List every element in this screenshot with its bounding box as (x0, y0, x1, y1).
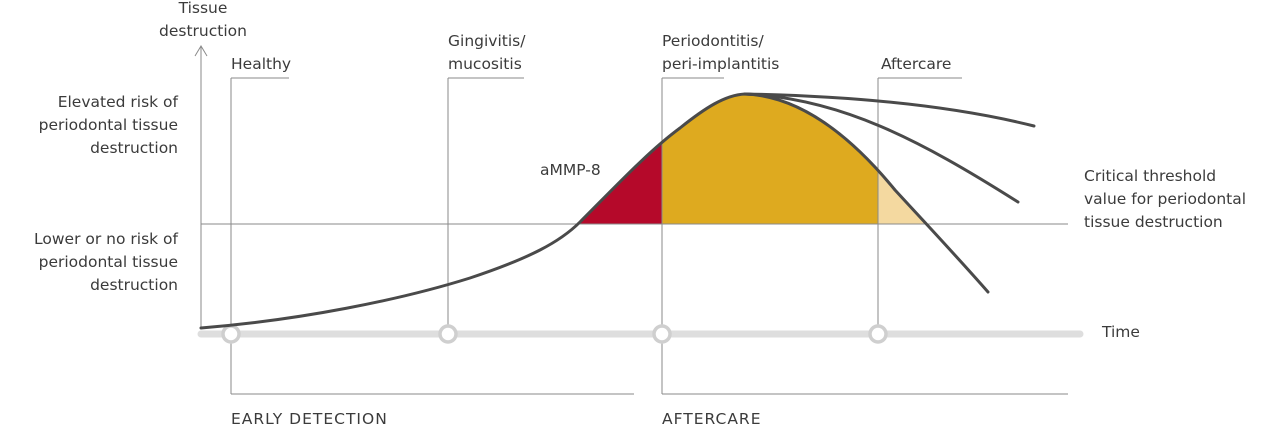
timeline-node (868, 324, 888, 344)
periodontitis-region (662, 94, 878, 224)
elevated-risk-label: periodontal tissue (39, 116, 178, 134)
ammp8-label: aMMP-8 (540, 161, 601, 179)
y-axis-label: destruction (159, 22, 247, 40)
timeline-node (652, 324, 672, 344)
stage-label-gingivitis: mucositis (448, 55, 522, 73)
phase-label-early-detection: EARLY DETECTION (231, 410, 388, 426)
threshold-label: tissue destruction (1084, 213, 1223, 231)
aftercare-curve-moderate (743, 92, 1020, 204)
aftercare-region (878, 170, 958, 224)
stage-label-aftercare: Aftercare (881, 55, 951, 73)
lower-risk-label: Lower or no risk of (34, 230, 179, 248)
stage-label-healthy: Healthy (231, 55, 291, 73)
x-axis-label: Time (1101, 323, 1140, 341)
stage-label-periodontitis: Periodontitis/ (662, 32, 764, 50)
y-axis-arrow (194, 45, 208, 57)
y-axis-label: Tissue (178, 0, 228, 17)
phase-label-aftercare: AFTERCARE (662, 410, 762, 426)
ammp8-region (560, 142, 662, 224)
lower-risk-label: periodontal tissue (39, 253, 178, 271)
threshold-label: value for periodontal (1084, 190, 1246, 208)
timeline-nodes (221, 324, 888, 344)
threshold-label: Critical threshold (1084, 167, 1216, 185)
tissue-destruction-curve (199, 92, 990, 330)
stage-label-gingivitis: Gingivitis/ (448, 32, 526, 50)
aftercare-curve-stable (743, 92, 1036, 128)
lower-risk-label: destruction (90, 276, 178, 294)
stage-lines (230, 77, 962, 394)
timeline-node (221, 324, 241, 344)
elevated-risk-label: Elevated risk of (58, 93, 179, 111)
elevated-risk-label: destruction (90, 139, 178, 157)
timeline-node (438, 324, 458, 344)
stage-label-periodontitis: peri-implantitis (662, 55, 779, 73)
